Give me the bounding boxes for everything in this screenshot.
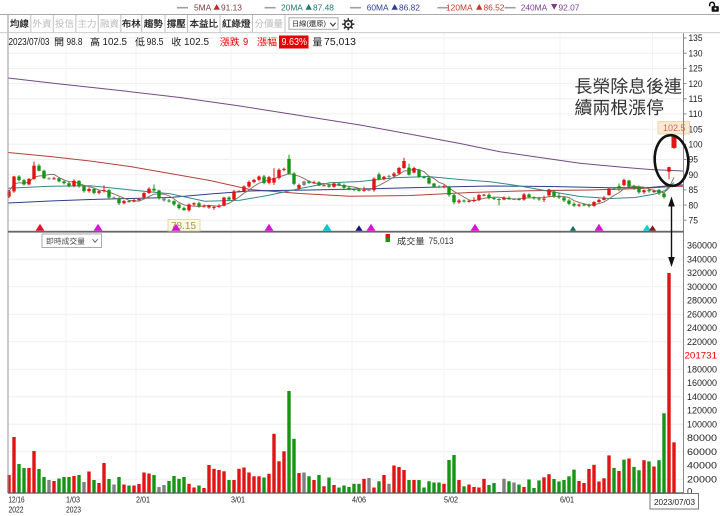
svg-text:135: 135: [689, 33, 703, 44]
svg-text:80: 80: [689, 200, 699, 211]
svg-text:75,013: 75,013: [324, 37, 356, 48]
svg-text:6/01: 6/01: [560, 495, 574, 505]
svg-text:(: (: [306, 19, 309, 28]
svg-text:12/16: 12/16: [9, 495, 25, 505]
svg-text:360000: 360000: [687, 241, 717, 252]
svg-text:130: 130: [689, 48, 703, 59]
svg-text:78.15: 78.15: [171, 221, 196, 232]
svg-text:92.07: 92.07: [559, 2, 580, 12]
svg-text:120000: 120000: [687, 406, 717, 417]
svg-text:95: 95: [689, 155, 699, 166]
svg-text:201731: 201731: [685, 351, 718, 362]
svg-text:2023/07/03: 2023/07/03: [654, 497, 695, 507]
svg-text:60000: 60000: [687, 447, 717, 458]
svg-text:125: 125: [689, 64, 703, 75]
svg-text:75: 75: [689, 215, 699, 226]
svg-text:85: 85: [689, 185, 699, 196]
svg-text:110: 110: [689, 109, 703, 120]
svg-text:98.8: 98.8: [67, 37, 83, 48]
svg-text:3/01: 3/01: [231, 495, 245, 505]
svg-text:260000: 260000: [687, 309, 717, 320]
svg-text:2/01: 2/01: [136, 495, 150, 505]
svg-text:91.13: 91.13: [221, 2, 242, 12]
svg-text:120: 120: [689, 79, 703, 90]
svg-text:0: 0: [687, 487, 692, 498]
svg-text:160000: 160000: [687, 378, 717, 389]
svg-text:115: 115: [689, 94, 703, 105]
svg-text:40000: 40000: [687, 461, 717, 472]
svg-text:20MA: 20MA: [281, 2, 303, 12]
svg-text:9: 9: [243, 37, 249, 48]
svg-text:5MA: 5MA: [194, 2, 212, 12]
svg-text:80000: 80000: [687, 433, 717, 444]
svg-text:105: 105: [689, 124, 703, 135]
svg-text:100000: 100000: [687, 419, 717, 430]
svg-text:1/03: 1/03: [66, 495, 80, 505]
svg-text:102.5: 102.5: [663, 123, 686, 134]
svg-text:320000: 320000: [687, 268, 717, 279]
svg-text:102.5: 102.5: [103, 37, 128, 48]
svg-text:60MA: 60MA: [367, 2, 389, 12]
svg-text:180000: 180000: [687, 364, 717, 375]
svg-text:300000: 300000: [687, 282, 717, 293]
svg-text:120MA: 120MA: [446, 2, 473, 12]
svg-text:86.52: 86.52: [484, 2, 505, 12]
svg-text:98.5: 98.5: [147, 37, 164, 48]
svg-text:90: 90: [689, 170, 699, 181]
svg-text:20000: 20000: [687, 474, 717, 485]
svg-text:2023: 2023: [66, 505, 81, 515]
svg-text:9.63%: 9.63%: [282, 37, 308, 48]
svg-text:100: 100: [689, 140, 703, 151]
svg-text:5/02: 5/02: [444, 495, 458, 505]
svg-text:2022: 2022: [9, 505, 24, 515]
svg-text:102.5: 102.5: [184, 37, 209, 48]
svg-text:): ): [324, 19, 326, 28]
svg-text:240MA: 240MA: [521, 2, 548, 12]
svg-text:340000: 340000: [687, 254, 717, 265]
svg-text:87.48: 87.48: [313, 2, 334, 12]
svg-text:220000: 220000: [687, 337, 717, 348]
svg-text:280000: 280000: [687, 296, 717, 307]
svg-text:86.82: 86.82: [399, 2, 420, 12]
svg-text:4/06: 4/06: [352, 495, 366, 505]
svg-text:75,013: 75,013: [429, 236, 454, 246]
svg-text:140000: 140000: [687, 392, 717, 403]
svg-text:2023/07/03: 2023/07/03: [9, 37, 50, 48]
svg-text:240000: 240000: [687, 323, 717, 334]
